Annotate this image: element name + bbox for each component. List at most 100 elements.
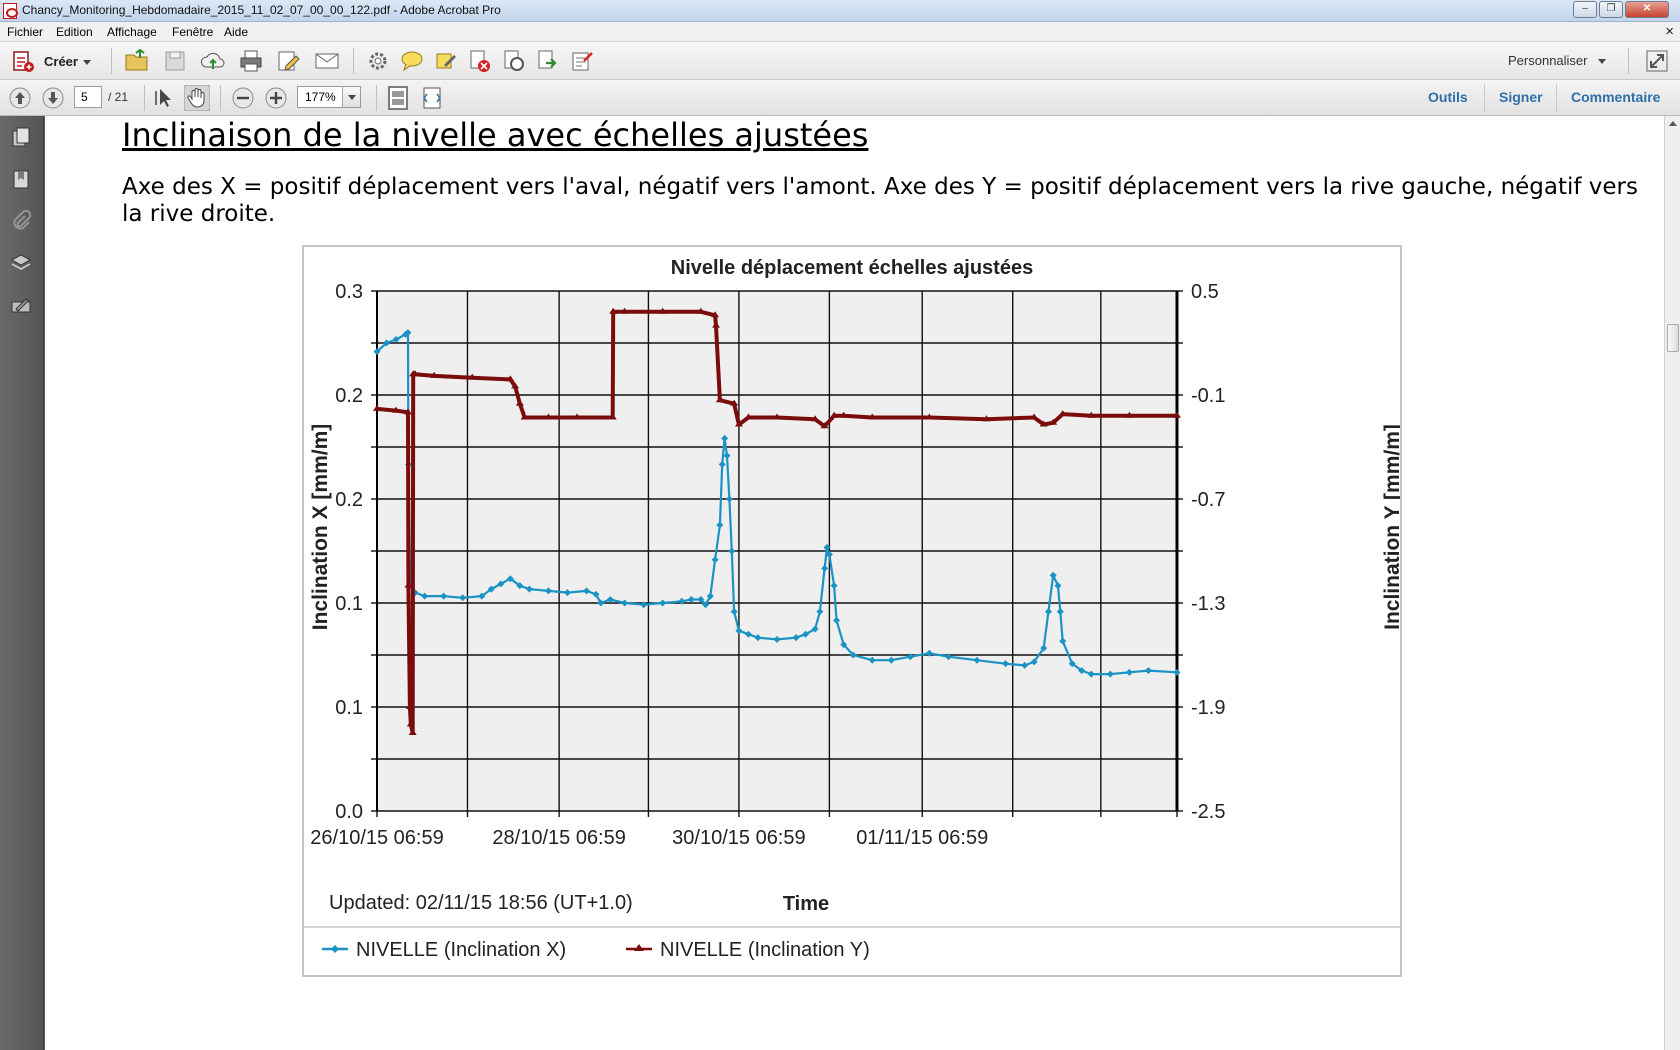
- toolbar-divider: [376, 85, 377, 111]
- data-point: [821, 564, 829, 572]
- previous-page-icon[interactable]: [9, 87, 31, 109]
- data-point: [658, 307, 667, 314]
- page-number-input[interactable]: 5: [74, 86, 102, 108]
- data-point: [609, 307, 618, 314]
- data-point: [608, 413, 617, 420]
- menu-fenetre[interactable]: Fenêtre: [172, 25, 214, 39]
- hand-tool-icon[interactable]: [184, 85, 210, 111]
- form-icon[interactable]: [570, 49, 594, 73]
- close-window-button[interactable]: ✕: [1625, 1, 1669, 18]
- select-cursor-icon[interactable]: [154, 87, 176, 109]
- zoom-out-icon[interactable]: [232, 87, 254, 109]
- data-point: [1002, 660, 1010, 668]
- menu-affichage[interactable]: Affichage: [107, 25, 157, 39]
- data-point: [404, 329, 412, 337]
- x-axis-label: Time: [783, 893, 829, 915]
- series-2: [373, 307, 1181, 735]
- signatures-icon[interactable]: [10, 294, 32, 316]
- zoom-in-icon[interactable]: [265, 87, 287, 109]
- edit-document-icon[interactable]: [276, 49, 302, 73]
- data-point: [1049, 571, 1057, 579]
- remove-icon[interactable]: [468, 49, 492, 73]
- data-point: [597, 599, 605, 607]
- close-document-icon[interactable]: ×: [1665, 23, 1674, 40]
- data-point: [516, 582, 524, 590]
- data-point: [716, 521, 724, 529]
- gear-icon[interactable]: [366, 49, 390, 73]
- reader-settings-icon[interactable]: [502, 49, 526, 73]
- tick-labels: 0.3 0.2 0.2 0.1 0.1 0.0 0.5 -0.1 -0.7 -1.3 -1.9 -2.…: [310, 281, 1225, 849]
- toolbar-divider: [1484, 84, 1485, 112]
- data-point: [1068, 660, 1076, 668]
- next-page-icon[interactable]: [42, 87, 64, 109]
- navigation-panel: [0, 116, 44, 1050]
- data-point: [583, 587, 591, 595]
- menu-aide[interactable]: Aide: [224, 25, 249, 39]
- data-point: [506, 575, 514, 583]
- y-axis-right-label: Inclination Y [mm/m]: [1381, 424, 1400, 630]
- tools-link[interactable]: Outils: [1428, 89, 1468, 105]
- export-icon[interactable]: [536, 49, 560, 73]
- toolbar-divider: [220, 85, 221, 111]
- data-point: [1125, 411, 1134, 418]
- save-icon[interactable]: [163, 49, 187, 73]
- cloud-upload-icon[interactable]: [200, 49, 226, 73]
- legend: NIVELLE (Inclination X) NIVELLE (Inclinat…: [322, 939, 870, 961]
- data-point: [697, 596, 705, 604]
- chart-title: Nivelle déplacement échelles ajustées: [671, 257, 1033, 279]
- layers-icon[interactable]: [10, 252, 32, 274]
- toolbar-divider: [1628, 48, 1629, 74]
- data-point: [620, 307, 629, 314]
- data-point: [734, 420, 743, 427]
- comment-link[interactable]: Commentaire: [1571, 89, 1661, 105]
- data-point: [830, 411, 839, 418]
- data-point: [506, 375, 515, 382]
- fullscreen-expand-icon[interactable]: [1645, 49, 1669, 73]
- data-point: [1054, 582, 1062, 590]
- fit-page-icon[interactable]: [386, 86, 410, 110]
- data-point: [735, 627, 743, 635]
- zoom-level-select[interactable]: 177%: [297, 86, 361, 108]
- scroll-up-icon[interactable]: [1669, 121, 1677, 126]
- data-point: [468, 373, 477, 380]
- chevron-down-icon: [83, 60, 91, 65]
- fit-width-icon[interactable]: [420, 86, 444, 110]
- data-point: [825, 550, 833, 558]
- chart-container: Nivelle déplacement échelles ajustées 0.…: [302, 245, 1402, 977]
- data-point: [982, 415, 991, 422]
- comment-bubble-icon[interactable]: [400, 49, 424, 73]
- attachments-icon[interactable]: [10, 210, 32, 232]
- legend-marker: [331, 945, 339, 953]
- scroll-thumb[interactable]: [1667, 324, 1679, 352]
- menu-fichier[interactable]: Fichier: [7, 25, 44, 39]
- sign-link[interactable]: Signer: [1499, 89, 1543, 105]
- data-point: [711, 556, 719, 564]
- x-tick-label: 01/11/15 06:59: [856, 827, 988, 849]
- data-point: [725, 495, 733, 503]
- data-point: [868, 413, 877, 420]
- customize-button[interactable]: Personnaliser: [1508, 53, 1588, 68]
- zoom-level-value: 177%: [305, 90, 336, 104]
- data-point: [478, 592, 486, 600]
- restore-button[interactable]: ❐: [1599, 1, 1623, 18]
- highlight-icon[interactable]: [434, 49, 458, 73]
- data-point: [811, 625, 819, 633]
- document-view[interactable]: Inclinaison de la nivelle avec échelles …: [45, 116, 1664, 1050]
- chevron-down-icon: [1598, 59, 1606, 64]
- data-point: [744, 413, 753, 420]
- open-folder-icon[interactable]: [124, 49, 150, 73]
- minimize-button[interactable]: –: [1573, 1, 1597, 18]
- data-point: [706, 592, 714, 600]
- y-left-tick-label: 0.3: [335, 281, 363, 303]
- data-point: [1056, 608, 1064, 616]
- bookmarks-icon[interactable]: [10, 168, 32, 190]
- menu-edition[interactable]: Edition: [56, 25, 93, 39]
- email-icon[interactable]: [314, 49, 340, 73]
- print-icon[interactable]: [238, 49, 264, 73]
- updated-text: Updated: 02/11/15 18:56 (UT+1.0): [329, 892, 633, 914]
- data-point: [440, 592, 448, 600]
- page-thumbnails-icon[interactable]: [10, 126, 32, 148]
- data-point: [792, 634, 800, 642]
- toolbar-divider: [144, 85, 145, 111]
- vertical-scrollbar[interactable]: [1664, 116, 1680, 1050]
